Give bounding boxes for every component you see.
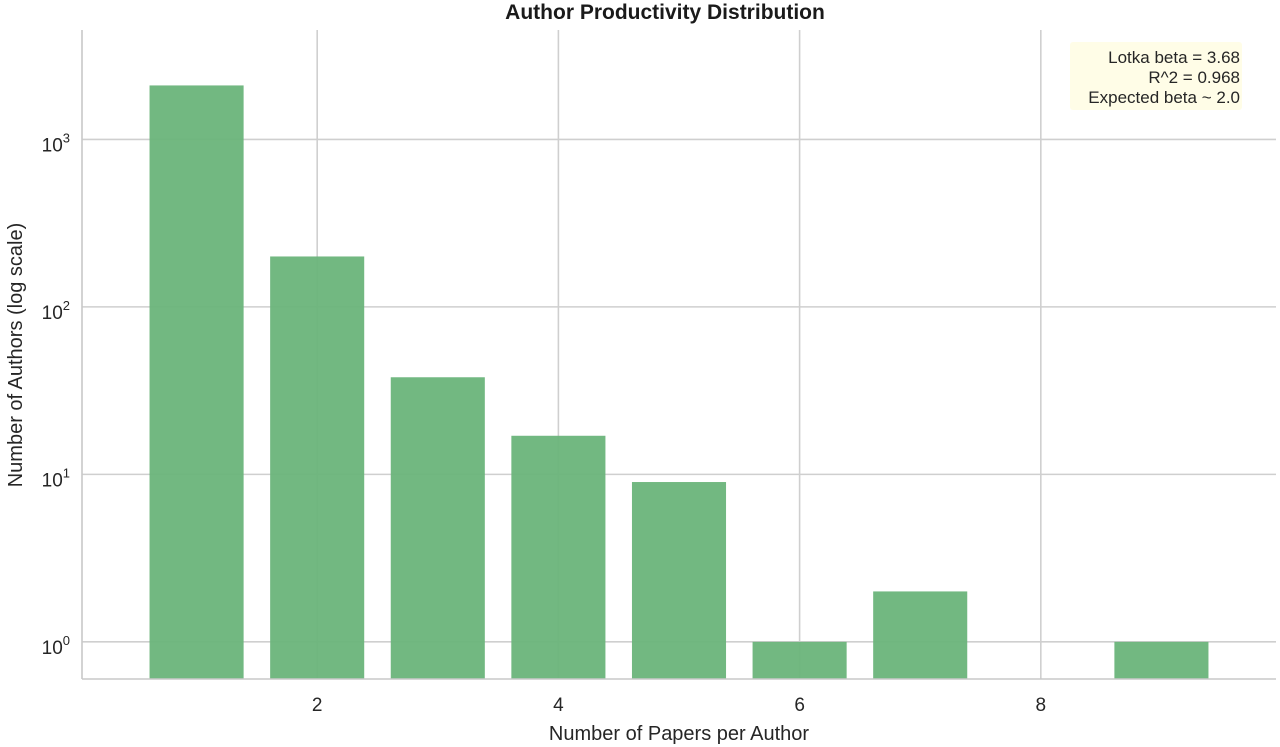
axes <box>81 30 1276 680</box>
x-tick-labels: 2 4 6 8 <box>312 695 1046 716</box>
y-tick-label-10: 101 <box>42 465 70 491</box>
y-tick-label-1: 100 <box>42 633 70 659</box>
bar-papers-1 <box>149 85 244 679</box>
x-tick-label-2: 2 <box>312 695 323 716</box>
x-tick-label-6: 6 <box>794 695 805 716</box>
bar-papers-7 <box>873 591 968 679</box>
annotation-line-r-squared: R^2 = 0.968 <box>1148 68 1240 87</box>
bar-papers-6 <box>752 641 847 679</box>
bar-papers-3 <box>390 377 485 679</box>
chart-title: Author Productivity Distribution <box>505 1 825 24</box>
x-axis-label: Number of Papers per Author <box>549 723 809 745</box>
x-tick-label-4: 4 <box>553 695 564 716</box>
annotation-background <box>1070 42 1242 110</box>
x-tick-label-8: 8 <box>1036 695 1047 716</box>
y-tick-label-1000: 103 <box>42 130 70 156</box>
lotka-annotation-box: Lotka beta = 3.68 R^2 = 0.968 Expected b… <box>1070 42 1242 110</box>
bar-papers-9 <box>1114 641 1209 679</box>
y-tick-label-100: 102 <box>42 298 70 324</box>
bars <box>149 85 1209 679</box>
y-tick-labels: 100 101 102 103 <box>42 130 70 658</box>
bar-papers-4 <box>511 435 606 679</box>
annotation-line-expected-beta: Expected beta ~ 2.0 <box>1088 88 1240 107</box>
y-axis-label: Number of Authors (log scale) <box>5 223 27 488</box>
bar-papers-5 <box>631 482 727 679</box>
annotation-line-lotka-beta: Lotka beta = 3.68 <box>1108 48 1240 67</box>
bar-papers-2 <box>270 256 365 679</box>
